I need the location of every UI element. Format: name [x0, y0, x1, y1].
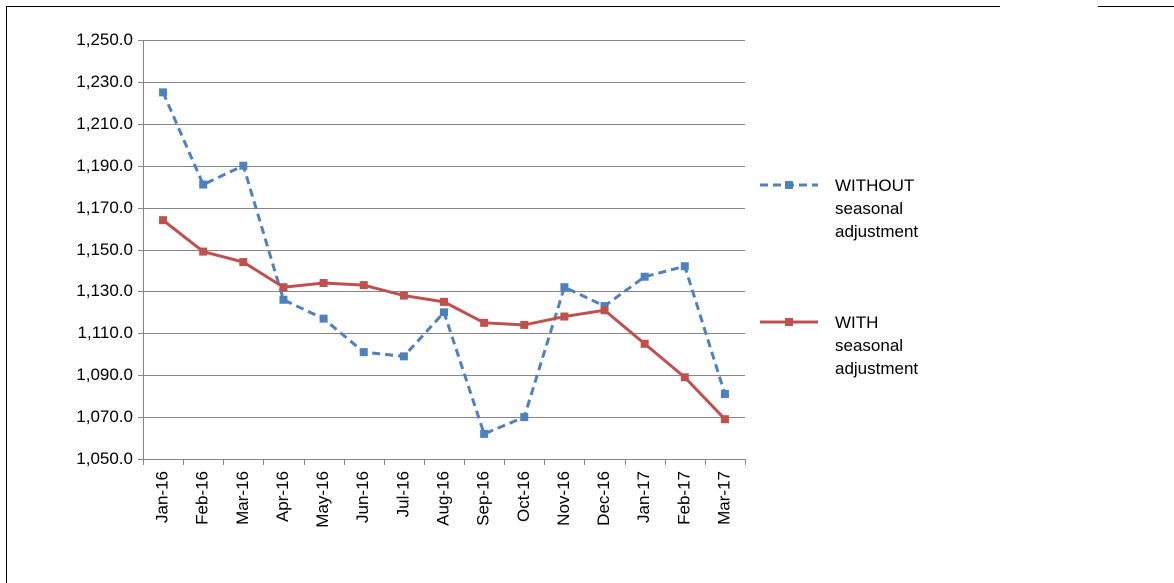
point-marker	[480, 429, 489, 438]
point-marker	[600, 306, 609, 315]
point-marker	[239, 161, 248, 170]
point-marker	[279, 295, 288, 304]
x-tick-label: Dec-16	[594, 471, 613, 526]
point-marker	[560, 312, 569, 321]
legend-marker	[785, 181, 793, 189]
x-tick-label: Sep-16	[474, 471, 493, 526]
point-marker	[159, 216, 168, 225]
point-marker	[600, 302, 609, 311]
y-tick-label: 1,050.0	[76, 449, 133, 468]
point-marker	[239, 258, 248, 267]
point-marker	[640, 339, 649, 348]
x-tick-label: Jan-16	[153, 471, 172, 523]
x-tick-label: May-16	[313, 471, 332, 528]
x-tick-label: Nov-16	[554, 471, 573, 526]
x-tick-label: Apr-16	[273, 471, 292, 522]
point-marker	[359, 281, 368, 290]
point-marker	[440, 308, 448, 317]
point-marker	[399, 352, 408, 361]
y-tick-label: 1,130.0	[76, 281, 133, 300]
y-tick-label: 1,070.0	[76, 407, 133, 426]
y-tick-label: 1,110.0	[78, 323, 133, 342]
point-marker	[640, 272, 649, 281]
point-marker	[480, 318, 489, 327]
point-marker	[159, 88, 168, 97]
point-marker	[720, 415, 729, 424]
y-tick-label: 1,090.0	[76, 365, 133, 384]
point-marker	[199, 180, 208, 189]
x-tick-label: Feb-17	[674, 471, 693, 525]
legend-marker	[785, 318, 793, 326]
y-tick-label: 1,250.0	[76, 30, 133, 49]
x-tick-label: Jan-17	[634, 471, 653, 523]
x-tick-label: Mar-16	[233, 471, 252, 525]
point-marker	[520, 320, 529, 329]
legend-label: WITH seasonal adjustment	[835, 313, 918, 378]
x-tick-label: Jun-16	[353, 471, 372, 523]
point-marker	[680, 373, 689, 382]
point-marker	[560, 283, 569, 292]
x-tick-label: Oct-16	[514, 471, 533, 522]
y-tick-label: 1,150.0	[76, 240, 133, 259]
point-marker	[359, 348, 368, 357]
y-tick-label: 1,210.0	[76, 114, 133, 133]
point-marker	[680, 262, 689, 271]
point-marker	[279, 283, 288, 292]
point-marker	[319, 314, 328, 323]
y-tick-label: 1,190.0	[76, 156, 133, 175]
x-tick-label: Feb-16	[193, 471, 212, 525]
y-tick-label: 1,230.0	[76, 72, 133, 91]
point-marker	[520, 413, 529, 422]
point-marker	[440, 297, 448, 306]
point-marker	[199, 247, 208, 256]
x-tick-label: Jul-16	[393, 471, 412, 517]
legend-label: WITHOUT seasonal adjustment	[835, 176, 918, 241]
point-marker	[720, 390, 729, 399]
y-tick-label: 1,170.0	[76, 198, 133, 217]
x-tick-label: Aug-16	[433, 471, 452, 526]
x-tick-label: Mar-17	[714, 471, 733, 525]
point-marker	[399, 291, 408, 300]
point-marker	[319, 279, 328, 288]
